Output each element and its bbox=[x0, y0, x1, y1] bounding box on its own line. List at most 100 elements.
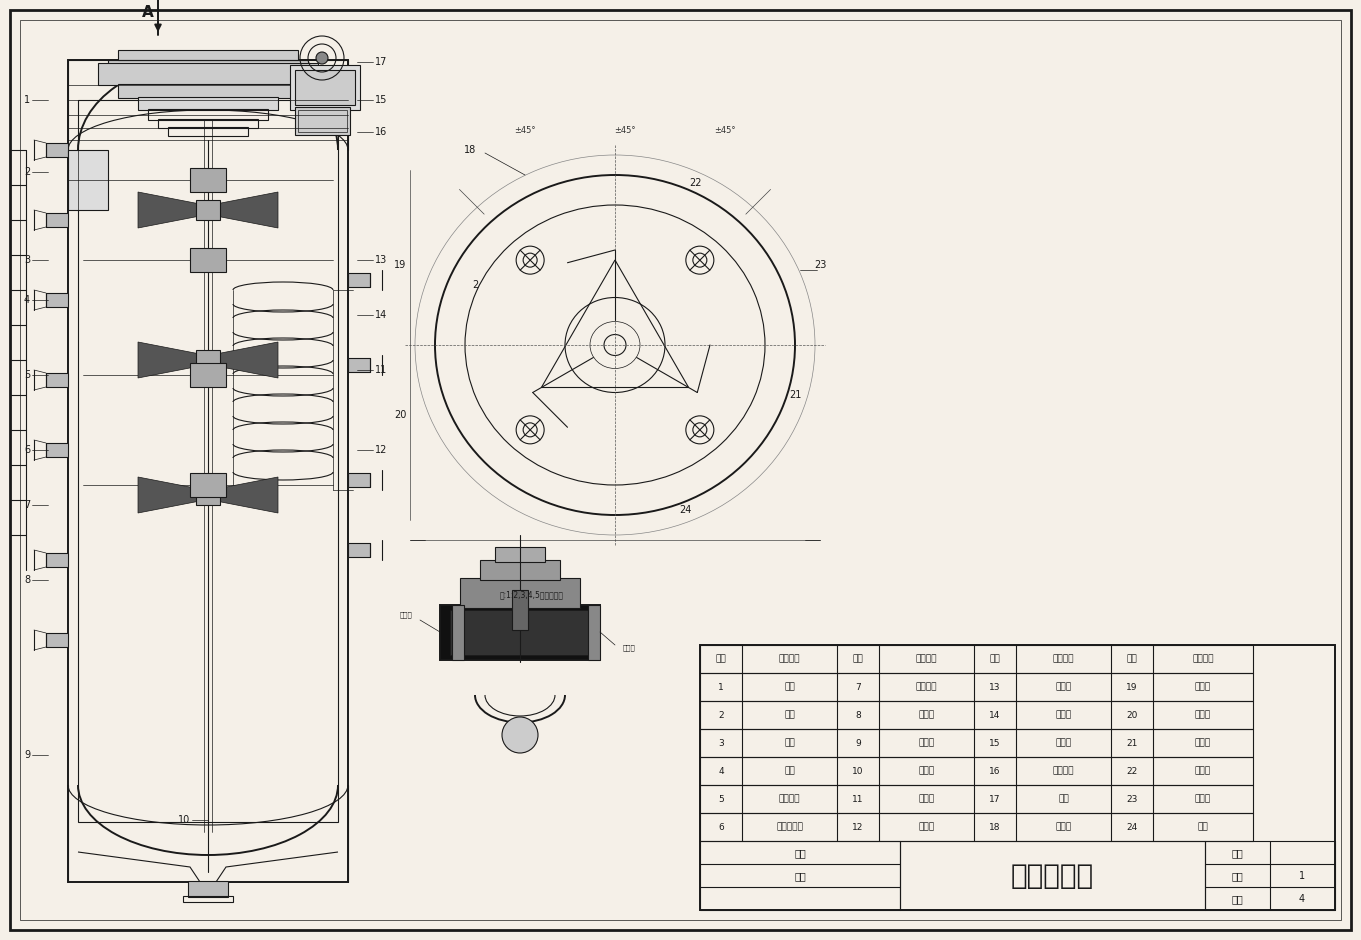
Text: 联轴: 联轴 bbox=[784, 766, 795, 775]
Text: 补料口: 补料口 bbox=[1195, 739, 1211, 747]
Text: 结构名称: 结构名称 bbox=[1192, 654, 1214, 664]
Bar bbox=[118, 50, 298, 60]
Bar bbox=[512, 590, 528, 630]
Text: 15: 15 bbox=[376, 95, 388, 105]
Text: 12: 12 bbox=[376, 445, 388, 455]
Text: 压力表: 压力表 bbox=[1055, 822, 1071, 832]
Bar bbox=[46, 443, 68, 457]
Text: A: A bbox=[142, 5, 154, 20]
Text: 13: 13 bbox=[376, 255, 388, 265]
Text: 24: 24 bbox=[679, 505, 691, 515]
Polygon shape bbox=[137, 477, 200, 513]
Text: 23: 23 bbox=[814, 260, 826, 270]
Polygon shape bbox=[216, 192, 278, 228]
Bar bbox=[700, 841, 900, 910]
Text: 进风管: 进风管 bbox=[919, 711, 935, 719]
Polygon shape bbox=[480, 615, 512, 640]
Text: 上轴封: 上轴封 bbox=[399, 612, 412, 619]
Bar bbox=[78, 100, 338, 822]
Text: 结构名称: 结构名称 bbox=[1053, 654, 1074, 664]
Text: 排气口: 排气口 bbox=[1195, 766, 1211, 775]
Text: 5: 5 bbox=[719, 794, 724, 804]
Bar bbox=[137, 97, 278, 110]
Text: 23: 23 bbox=[1127, 794, 1138, 804]
Text: 编号: 编号 bbox=[989, 654, 1000, 664]
Text: 轴封: 轴封 bbox=[784, 682, 795, 692]
Text: 比例: 比例 bbox=[1232, 848, 1243, 858]
Text: 7: 7 bbox=[23, 500, 30, 510]
Text: 14: 14 bbox=[989, 711, 1000, 719]
Text: 4: 4 bbox=[24, 295, 30, 305]
Text: 9: 9 bbox=[24, 750, 30, 760]
Bar bbox=[495, 547, 544, 562]
Bar bbox=[191, 168, 226, 192]
Bar bbox=[700, 645, 1335, 910]
Bar bbox=[348, 543, 370, 557]
Bar bbox=[700, 813, 1253, 841]
Text: 3: 3 bbox=[24, 255, 30, 265]
Circle shape bbox=[316, 52, 328, 64]
Text: 22: 22 bbox=[689, 178, 701, 188]
Text: ±45°: ±45° bbox=[715, 126, 736, 134]
Bar bbox=[1204, 841, 1335, 910]
Bar bbox=[98, 63, 318, 85]
Bar bbox=[700, 785, 1253, 813]
Text: 10: 10 bbox=[178, 815, 191, 825]
Text: 2: 2 bbox=[719, 711, 724, 719]
Text: 温度计接口: 温度计接口 bbox=[776, 822, 803, 832]
Text: 1: 1 bbox=[24, 95, 30, 105]
Bar bbox=[122, 72, 293, 80]
Bar bbox=[46, 143, 68, 157]
Text: 7: 7 bbox=[855, 682, 862, 692]
Text: 结构名称: 结构名称 bbox=[916, 654, 938, 664]
Text: 编号: 编号 bbox=[716, 654, 727, 664]
Text: 取样管: 取样管 bbox=[1055, 711, 1071, 719]
Bar bbox=[108, 60, 308, 72]
Bar bbox=[348, 473, 370, 487]
Text: 回流口: 回流口 bbox=[1195, 794, 1211, 804]
Bar bbox=[188, 881, 229, 897]
Text: 搅拌叶轮: 搅拌叶轮 bbox=[916, 682, 938, 692]
Text: ±45°: ±45° bbox=[514, 126, 536, 134]
Text: 梯子: 梯子 bbox=[784, 739, 795, 747]
Text: 20: 20 bbox=[1127, 711, 1138, 719]
Circle shape bbox=[502, 717, 538, 753]
Bar bbox=[348, 273, 370, 287]
Text: 13: 13 bbox=[989, 682, 1000, 692]
Bar bbox=[182, 896, 233, 902]
Bar bbox=[700, 645, 1253, 673]
Text: 图号: 图号 bbox=[1232, 894, 1243, 904]
Bar bbox=[348, 358, 370, 372]
Text: 校核: 校核 bbox=[793, 871, 806, 881]
Bar bbox=[158, 119, 259, 128]
Bar bbox=[191, 473, 226, 497]
Text: 19: 19 bbox=[1127, 682, 1138, 692]
Text: 1: 1 bbox=[1298, 871, 1305, 881]
Text: 4: 4 bbox=[719, 766, 724, 775]
Bar bbox=[191, 363, 226, 387]
Text: 21: 21 bbox=[1127, 739, 1138, 747]
Bar bbox=[46, 213, 68, 227]
Text: 22: 22 bbox=[1127, 766, 1138, 775]
Text: 数量: 数量 bbox=[1232, 871, 1243, 881]
Bar bbox=[450, 610, 591, 655]
Text: 9: 9 bbox=[855, 739, 862, 747]
Text: 电机: 电机 bbox=[1057, 794, 1068, 804]
Text: 2: 2 bbox=[23, 167, 30, 177]
Bar bbox=[46, 293, 68, 307]
Text: 1: 1 bbox=[719, 682, 724, 692]
Text: 热电偶: 热电偶 bbox=[919, 794, 935, 804]
Polygon shape bbox=[216, 477, 278, 513]
Text: 3: 3 bbox=[719, 739, 724, 747]
Bar bbox=[46, 633, 68, 647]
Text: 轴承座: 轴承座 bbox=[1055, 739, 1071, 747]
Text: 12: 12 bbox=[852, 822, 864, 832]
Bar bbox=[196, 350, 220, 370]
Text: 搅拌轴: 搅拌轴 bbox=[1055, 682, 1071, 692]
Text: 17: 17 bbox=[989, 794, 1000, 804]
Text: 10: 10 bbox=[852, 766, 864, 775]
Text: 放料口: 放料口 bbox=[919, 739, 935, 747]
Text: 2: 2 bbox=[472, 280, 478, 290]
Text: 16: 16 bbox=[989, 766, 1000, 775]
Text: 传动皮带: 传动皮带 bbox=[1053, 766, 1074, 775]
